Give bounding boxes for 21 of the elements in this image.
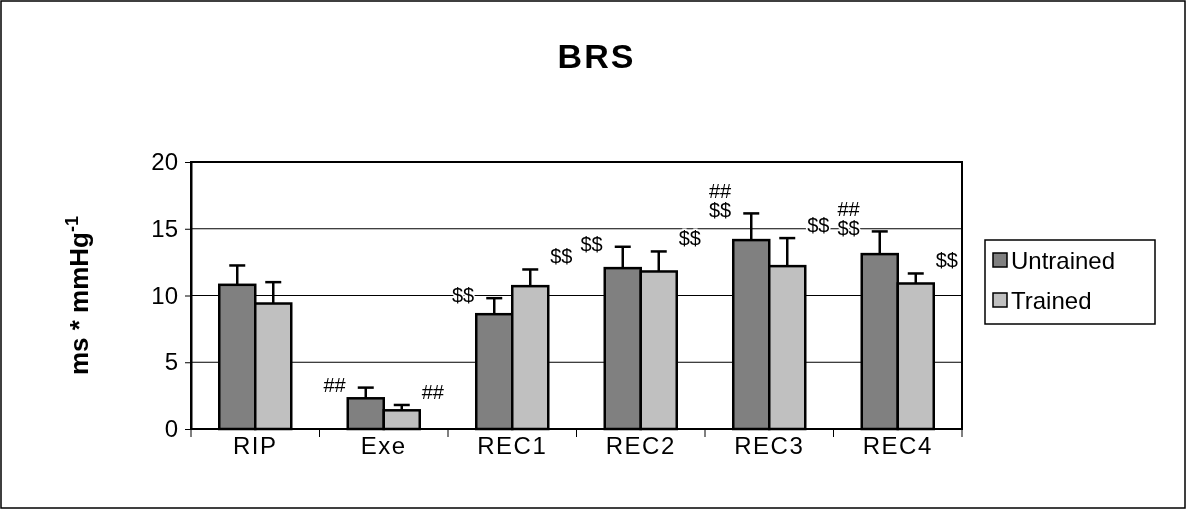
y-tick-label: 10: [151, 281, 178, 309]
legend-label: Trained: [1011, 287, 1092, 314]
x-tick-label: RIP: [232, 432, 278, 459]
annotation: $$: [935, 249, 958, 272]
y-tick-label: 0: [164, 415, 178, 443]
legend-label: Untrained: [1011, 247, 1116, 274]
x-tick-label: REC1: [477, 432, 548, 459]
annotation: $$: [580, 232, 603, 255]
chart-title: BRS: [557, 37, 636, 75]
annotation: $$: [550, 245, 573, 268]
y-tick-label: 15: [151, 214, 178, 242]
x-tick-label: REC2: [605, 432, 676, 459]
y-tick-label: 20: [151, 148, 178, 176]
annotation: ##: [837, 198, 861, 221]
annotation: $$: [678, 227, 701, 250]
annotation: ##: [421, 380, 445, 403]
annotation: ##: [323, 373, 347, 396]
x-tick-label: REC3: [734, 432, 805, 459]
x-tick-label: REC4: [862, 432, 933, 459]
y-tick-label: 5: [164, 348, 178, 376]
x-tick-label: Exe: [360, 432, 407, 459]
